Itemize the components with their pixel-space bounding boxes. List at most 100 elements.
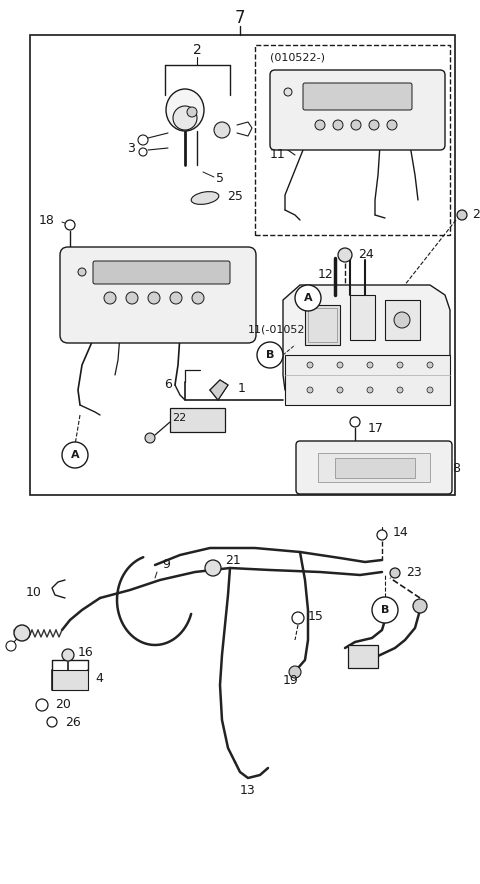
Circle shape — [104, 292, 116, 304]
Text: 17: 17 — [368, 422, 384, 435]
Text: 10: 10 — [26, 585, 42, 598]
Ellipse shape — [191, 192, 219, 204]
Text: 7: 7 — [235, 9, 245, 27]
Circle shape — [307, 387, 313, 393]
Circle shape — [145, 433, 155, 443]
Circle shape — [457, 210, 467, 220]
Circle shape — [47, 717, 57, 727]
Text: (010522-): (010522-) — [270, 53, 325, 63]
Bar — [30, 35, 455, 495]
Circle shape — [377, 530, 387, 540]
Circle shape — [367, 362, 373, 368]
Circle shape — [397, 362, 403, 368]
Circle shape — [387, 120, 397, 130]
Bar — [170, 408, 225, 432]
Circle shape — [413, 599, 427, 613]
Text: 3: 3 — [127, 141, 135, 155]
Circle shape — [307, 362, 313, 368]
Circle shape — [214, 122, 230, 138]
Circle shape — [65, 220, 75, 230]
Text: A: A — [304, 293, 312, 303]
Circle shape — [289, 666, 301, 678]
Text: 25: 25 — [227, 189, 243, 202]
Circle shape — [372, 597, 398, 623]
Bar — [348, 645, 378, 668]
Bar — [305, 305, 340, 345]
Circle shape — [338, 248, 352, 262]
Text: 8: 8 — [452, 461, 460, 475]
Bar — [308, 308, 337, 342]
Circle shape — [394, 312, 410, 328]
Bar — [255, 45, 450, 235]
Text: 5: 5 — [216, 171, 224, 185]
Circle shape — [62, 442, 88, 468]
Circle shape — [36, 699, 48, 711]
FancyBboxPatch shape — [270, 70, 445, 150]
Text: 14: 14 — [393, 525, 409, 538]
Circle shape — [170, 292, 182, 304]
Text: 23: 23 — [406, 567, 422, 580]
FancyBboxPatch shape — [93, 261, 230, 284]
Text: 9: 9 — [162, 559, 170, 571]
Circle shape — [350, 417, 360, 427]
Circle shape — [284, 88, 292, 96]
Circle shape — [138, 135, 148, 145]
Text: 22: 22 — [172, 413, 186, 423]
Circle shape — [192, 292, 204, 304]
Text: 24: 24 — [358, 248, 374, 262]
Text: 20: 20 — [55, 698, 71, 712]
Text: 6: 6 — [164, 378, 172, 392]
Circle shape — [427, 387, 433, 393]
Circle shape — [351, 120, 361, 130]
Text: A: A — [71, 450, 79, 460]
Circle shape — [337, 362, 343, 368]
Text: 19: 19 — [283, 674, 299, 687]
Circle shape — [78, 268, 86, 276]
Text: 12: 12 — [318, 269, 334, 281]
Circle shape — [427, 362, 433, 368]
Circle shape — [367, 387, 373, 393]
Text: 26: 26 — [65, 715, 81, 728]
Text: B: B — [381, 605, 389, 615]
Circle shape — [6, 641, 16, 651]
Text: 1: 1 — [238, 382, 246, 394]
Text: 15: 15 — [308, 609, 324, 622]
Bar — [285, 355, 450, 405]
Polygon shape — [210, 380, 228, 400]
Bar — [335, 458, 415, 478]
Circle shape — [126, 292, 138, 304]
Text: 21: 21 — [225, 553, 241, 567]
Circle shape — [295, 285, 321, 311]
Circle shape — [205, 560, 221, 576]
Text: B: B — [266, 350, 274, 360]
Ellipse shape — [166, 89, 204, 131]
Circle shape — [315, 120, 325, 130]
Polygon shape — [283, 285, 450, 405]
Text: 2: 2 — [192, 43, 202, 57]
Circle shape — [292, 612, 304, 624]
FancyBboxPatch shape — [296, 441, 452, 494]
Circle shape — [187, 107, 197, 117]
Circle shape — [397, 387, 403, 393]
Text: 16: 16 — [78, 646, 94, 659]
Circle shape — [333, 120, 343, 130]
Text: 23: 23 — [472, 209, 480, 222]
Text: 13: 13 — [240, 783, 256, 796]
Bar — [52, 670, 88, 690]
FancyBboxPatch shape — [60, 247, 256, 343]
Text: 11(-010522): 11(-010522) — [248, 325, 317, 335]
Circle shape — [337, 387, 343, 393]
Circle shape — [14, 625, 30, 641]
Bar — [350, 295, 375, 340]
Text: 4: 4 — [95, 672, 103, 684]
Text: 11: 11 — [270, 149, 286, 162]
Circle shape — [139, 148, 147, 156]
Circle shape — [62, 649, 74, 661]
FancyBboxPatch shape — [303, 83, 412, 110]
Circle shape — [257, 342, 283, 368]
Text: 18: 18 — [39, 214, 55, 226]
Circle shape — [148, 292, 160, 304]
Bar — [385, 300, 420, 340]
Circle shape — [173, 106, 197, 130]
Circle shape — [390, 568, 400, 578]
